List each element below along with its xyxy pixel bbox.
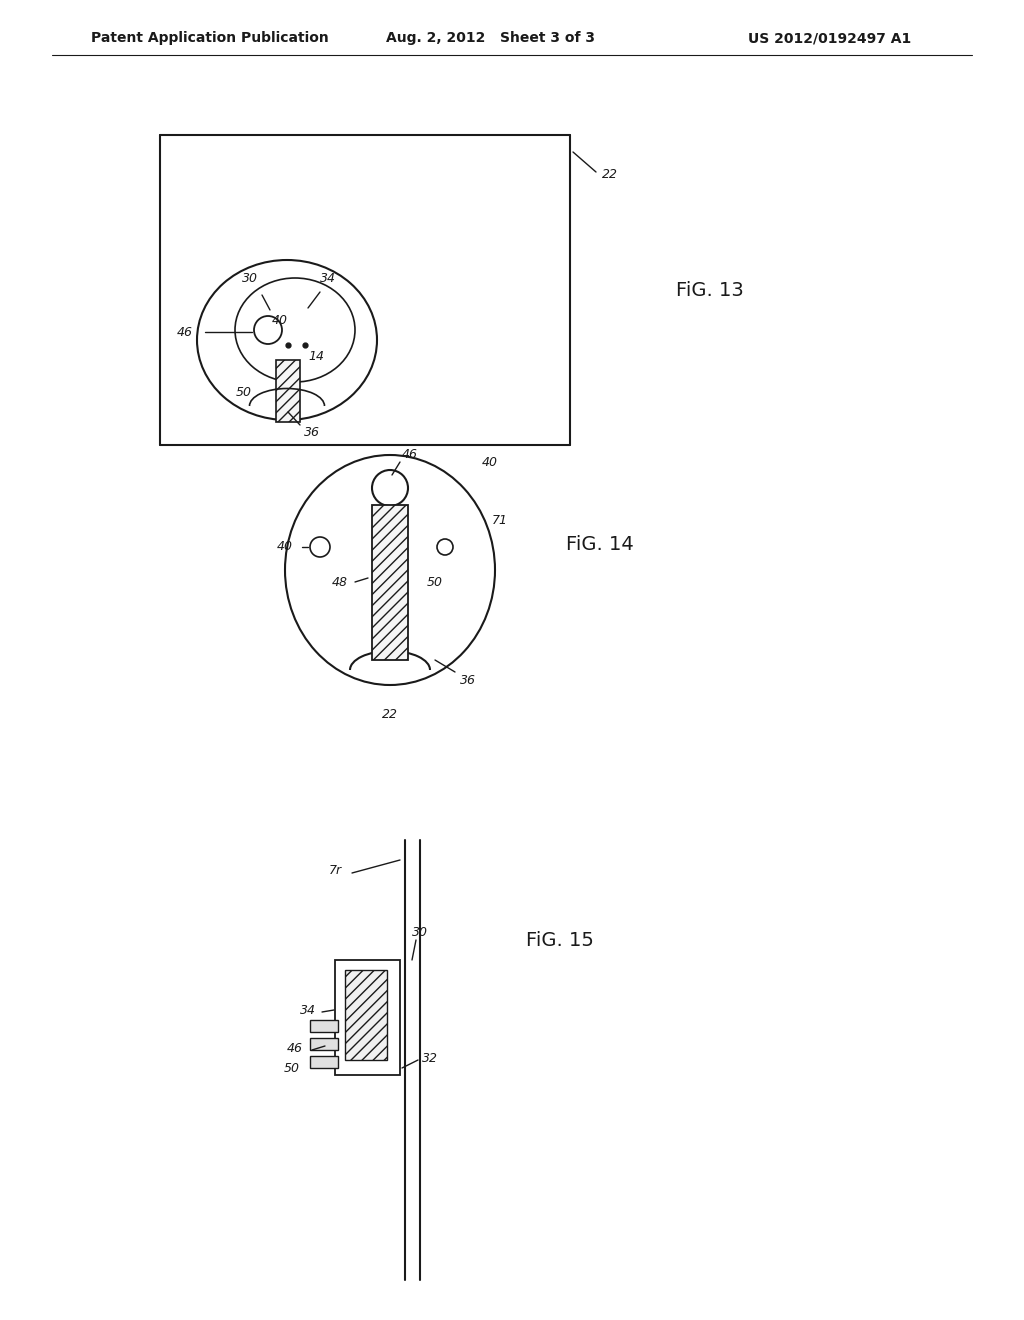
Text: 50: 50: [236, 385, 252, 399]
Text: 50: 50: [427, 576, 443, 589]
Bar: [345, 970, 387, 1060]
Text: 48: 48: [332, 576, 348, 589]
Text: Patent Application Publication: Patent Application Publication: [91, 30, 329, 45]
Text: FiG. 13: FiG. 13: [676, 281, 743, 300]
Text: 22: 22: [382, 709, 398, 722]
Text: 30: 30: [412, 925, 428, 939]
Text: 34: 34: [319, 272, 336, 285]
Text: 7r: 7r: [329, 863, 342, 876]
Bar: [372, 506, 408, 660]
Text: 46: 46: [402, 449, 418, 462]
Circle shape: [372, 470, 408, 506]
Circle shape: [310, 537, 330, 557]
Text: FiG. 15: FiG. 15: [526, 931, 594, 949]
Text: 40: 40: [278, 540, 293, 553]
Circle shape: [437, 539, 453, 554]
Text: 36: 36: [460, 673, 476, 686]
Circle shape: [254, 315, 282, 345]
Text: 71: 71: [492, 513, 508, 527]
Bar: [310, 1056, 338, 1068]
Text: 40: 40: [272, 314, 288, 326]
Bar: [276, 360, 300, 422]
Text: 46: 46: [177, 326, 193, 338]
Text: 36: 36: [304, 425, 319, 438]
Text: Aug. 2, 2012   Sheet 3 of 3: Aug. 2, 2012 Sheet 3 of 3: [385, 30, 595, 45]
Text: 22: 22: [602, 169, 618, 181]
Text: 46: 46: [287, 1041, 303, 1055]
Bar: [335, 960, 400, 1074]
Text: FiG. 14: FiG. 14: [566, 536, 634, 554]
Text: 32: 32: [422, 1052, 438, 1064]
Text: 14: 14: [308, 350, 324, 363]
Bar: [310, 1038, 338, 1049]
Text: 50: 50: [284, 1061, 300, 1074]
Text: US 2012/0192497 A1: US 2012/0192497 A1: [749, 30, 911, 45]
Bar: [310, 1020, 338, 1032]
Text: 30: 30: [242, 272, 258, 285]
Text: 34: 34: [300, 1003, 316, 1016]
Text: 40: 40: [482, 455, 498, 469]
